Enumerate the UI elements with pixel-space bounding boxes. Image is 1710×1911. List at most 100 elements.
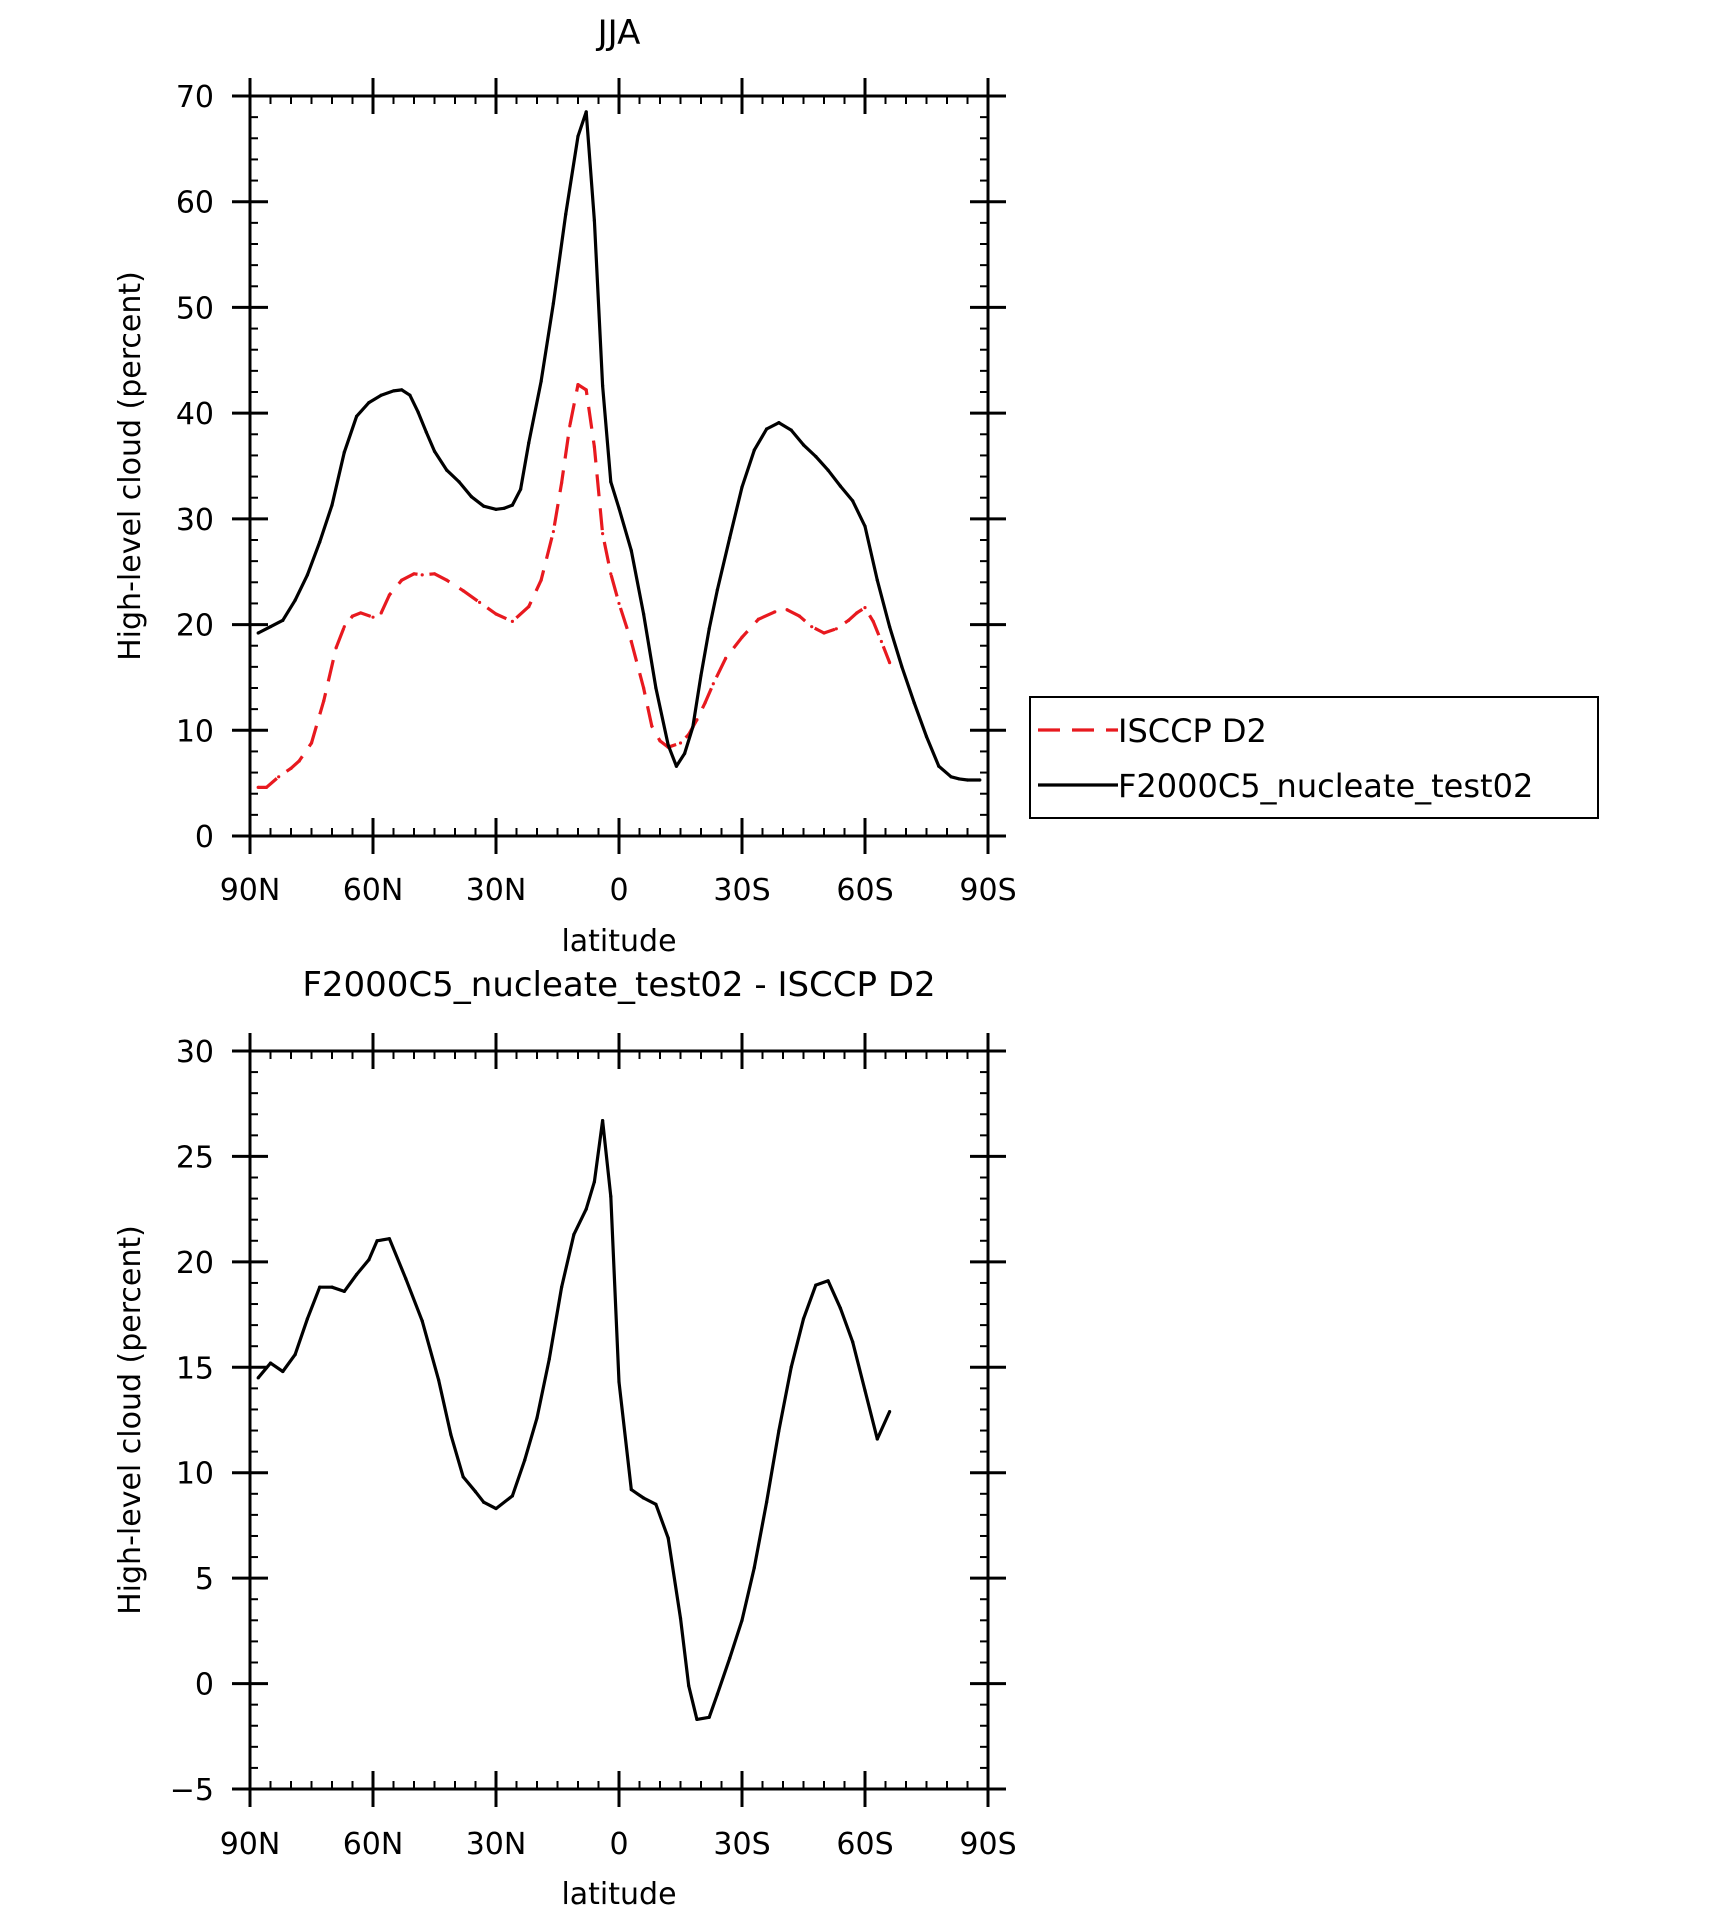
data-point <box>297 759 301 763</box>
data-point <box>379 393 383 397</box>
y-tick-label: 20 <box>176 609 214 644</box>
data-point <box>617 601 621 606</box>
data-point <box>875 1437 879 1441</box>
legend-label: ISCCP D2 <box>1118 712 1267 750</box>
y-tick-label: 10 <box>176 714 214 749</box>
series-line <box>257 110 980 782</box>
data-point <box>863 524 867 528</box>
data-point <box>342 625 346 629</box>
x-tick-label: 60S <box>836 873 893 908</box>
data-point <box>888 1409 892 1414</box>
data-point <box>629 548 633 553</box>
data-point <box>822 631 826 635</box>
data-point <box>576 134 580 138</box>
data-point <box>937 764 941 768</box>
data-point <box>367 1258 371 1262</box>
data-point <box>855 611 859 615</box>
x-axis <box>248 78 990 854</box>
plot-frame <box>248 94 990 838</box>
data-point <box>277 775 281 779</box>
x-tick-label: 60N <box>343 873 404 908</box>
data-point <box>678 741 683 745</box>
data-point <box>609 1194 613 1199</box>
data-point <box>752 1566 756 1570</box>
data-point <box>642 686 646 690</box>
y-tick-label: 30 <box>176 1035 214 1070</box>
data-point <box>826 468 830 472</box>
data-point <box>461 589 465 593</box>
data-point <box>801 443 806 447</box>
x-tick-label: 0 <box>609 1827 628 1862</box>
data-point <box>420 573 424 577</box>
data-point <box>404 1277 408 1281</box>
data-point <box>375 1239 379 1243</box>
data-point <box>707 627 711 631</box>
data-point <box>687 1684 691 1688</box>
x-axis <box>248 1033 990 1807</box>
data-point <box>740 1618 744 1622</box>
y-tick-label: 0 <box>195 1668 214 1703</box>
data-point <box>494 1506 498 1511</box>
data-point <box>527 441 531 445</box>
data-point <box>888 661 892 665</box>
data-point <box>412 572 416 576</box>
data-point <box>355 414 359 418</box>
data-point <box>650 724 654 728</box>
x-tick-label: 90S <box>959 1827 1016 1862</box>
data-point <box>318 1285 322 1289</box>
data-point <box>666 743 670 747</box>
data-point <box>707 1715 711 1719</box>
data-point <box>715 1692 720 1696</box>
minor-ticks <box>250 1051 988 1789</box>
data-point <box>469 495 473 499</box>
data-point <box>777 1428 781 1433</box>
data-point <box>617 1380 621 1384</box>
data-point <box>367 400 371 405</box>
data-point <box>281 618 285 622</box>
data-point <box>482 1500 486 1504</box>
data-point <box>814 454 818 459</box>
data-point <box>560 1285 564 1289</box>
data-point <box>309 741 314 745</box>
data-point <box>752 448 756 452</box>
x-tick-label: 0 <box>609 873 628 908</box>
data-point <box>642 612 646 616</box>
data-point <box>510 619 514 624</box>
data-point <box>547 1357 551 1361</box>
data-point <box>551 301 556 305</box>
data-point <box>601 384 605 388</box>
data-point <box>912 701 916 705</box>
legend-label: F2000C5_nucleate_test02 <box>1118 767 1533 805</box>
data-point <box>814 1283 818 1287</box>
y-tick-label: 60 <box>176 186 214 221</box>
data-point <box>654 686 658 690</box>
data-point <box>724 656 728 661</box>
data-point <box>695 718 699 722</box>
x-tick-label: 30N <box>466 1827 527 1862</box>
data-point <box>699 673 703 677</box>
data-point <box>371 615 375 619</box>
y-axis-label: High-level cloud (percent) <box>113 1225 148 1615</box>
data-point <box>350 614 355 618</box>
data-point <box>678 1616 683 1620</box>
data-point <box>408 393 412 397</box>
y-tick-label: 25 <box>176 1140 214 1175</box>
data-point <box>330 503 334 507</box>
data-point <box>777 421 781 425</box>
data-point <box>400 578 404 582</box>
data-point <box>322 699 326 703</box>
data-point <box>478 600 482 604</box>
data-point <box>642 1496 646 1500</box>
x-tick-label: 90S <box>959 873 1016 908</box>
y-tick-label: 70 <box>176 80 214 115</box>
data-point <box>424 430 428 434</box>
data-point <box>851 499 855 503</box>
x-tick-label: 60N <box>343 1827 404 1862</box>
data-point <box>888 625 892 629</box>
x-tick-label: 60S <box>836 1827 893 1862</box>
data-point <box>539 379 543 384</box>
data-point <box>838 1306 843 1310</box>
data-point <box>838 484 843 488</box>
data-point <box>437 1378 441 1382</box>
chart-title: JJA <box>596 13 641 53</box>
